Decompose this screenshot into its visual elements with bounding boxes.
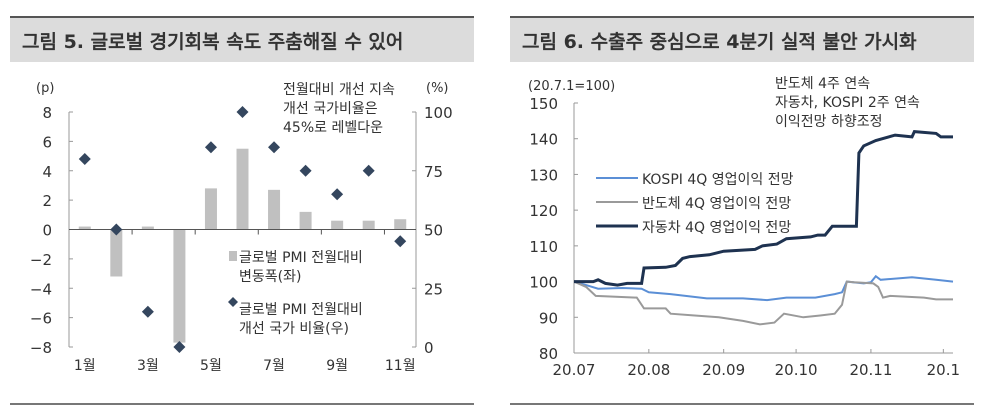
- pmi-change-bar: [268, 189, 281, 230]
- pmi-change-bar: [78, 226, 91, 230]
- pmi-change-bar: [236, 148, 249, 230]
- improving-ratio-marker: [204, 141, 217, 154]
- legend-label: 글로벌 PMI 전월대비: [239, 302, 363, 318]
- legend-bar-swatch: [229, 251, 237, 261]
- left-axis-unit: (p): [36, 81, 54, 96]
- improving-ratio-marker: [110, 223, 123, 236]
- figure-6-bottom-rule: [510, 403, 974, 405]
- left-tick-label: 2: [42, 192, 52, 210]
- figure-5-bottom-rule: [10, 403, 474, 405]
- legend-diamond-swatch: [228, 297, 238, 307]
- improving-ratio-marker: [299, 164, 312, 177]
- left-tick-label: 0: [42, 222, 52, 240]
- x-tick-label: 5월: [200, 358, 222, 374]
- pmi-change-bar: [110, 229, 123, 277]
- figure-6-title-bar: 그림 6. 수출주 중심으로 4분기 실적 불안 가시화: [510, 16, 974, 62]
- annotation-line: 전월대비 개선 지속: [283, 82, 395, 98]
- x-tick-label: 20.09: [702, 361, 745, 379]
- right-tick-label: 75: [424, 163, 443, 181]
- series-line-semiconductor: [573, 280, 953, 326]
- y-tick-label: 150: [529, 95, 558, 113]
- x-tick-label: 1월: [74, 358, 96, 374]
- legend-label: 변동폭(좌): [239, 269, 301, 285]
- pmi-change-bar: [204, 188, 217, 230]
- left-tick-label: −6: [30, 310, 52, 328]
- improving-ratio-marker: [331, 188, 344, 201]
- left-tick-label: −4: [30, 280, 52, 298]
- left-tick-label: −2: [30, 251, 52, 269]
- annotation-line: 개선 국가비율은: [283, 101, 378, 117]
- annotation-line: 반도체 4주 연속: [775, 76, 870, 92]
- figure-6-title: 그림 6. 수출주 중심으로 4분기 실적 불안 가시화: [522, 31, 917, 53]
- improving-ratio-marker: [236, 106, 249, 118]
- pmi-change-bar: [362, 220, 375, 230]
- y-axis-unit: (20.7.1=100): [528, 79, 615, 94]
- x-tick-label: 20.07: [553, 361, 596, 379]
- series-line-kospi: [573, 274, 954, 302]
- y-tick-label: 130: [529, 166, 558, 184]
- x-tick-label: 20.1: [927, 361, 960, 379]
- improving-ratio-marker: [141, 305, 154, 318]
- left-tick-label: 6: [42, 133, 52, 151]
- improving-ratio-marker: [394, 235, 407, 248]
- figure-5-title: 그림 5. 글로벌 경기회복 속도 주춤해질 수 있어: [22, 31, 404, 53]
- pmi-change-bar: [331, 220, 344, 230]
- annotation-line: 이익전망 하향조정: [775, 114, 883, 130]
- left-tick-label: −8: [30, 339, 52, 357]
- pmi-change-bar: [173, 229, 186, 343]
- annotation-line: 자동차, KOSPI 2주 연속: [775, 95, 920, 111]
- y-tick-label: 110: [529, 238, 558, 256]
- improving-ratio-marker: [268, 141, 281, 154]
- right-axis-unit: (%): [426, 81, 449, 96]
- pmi-change-bar: [299, 211, 312, 230]
- left-tick-label: 8: [42, 104, 52, 122]
- figure-5-panel: 그림 5. 글로벌 경기회복 속도 주춤해질 수 있어 8 6 4 2 0 −2 −4 −6 −…: [0, 0, 490, 410]
- figure-5-title-bar: 그림 5. 글로벌 경기회복 속도 주춤해질 수 있어: [10, 16, 474, 62]
- legend-label: KOSPI 4Q 영업이익 전망: [642, 172, 794, 188]
- y-tick-label: 90: [539, 309, 558, 327]
- x-tick-label: 9월: [326, 358, 348, 374]
- left-tick-label: 4: [42, 163, 52, 181]
- improving-ratio-marker: [362, 164, 375, 177]
- pmi-change-bar: [141, 226, 154, 230]
- x-tick-label: 11월: [385, 358, 416, 374]
- right-tick-label: 0: [424, 339, 434, 357]
- figure-6-panel: 그림 6. 수출주 중심으로 4분기 실적 불안 가시화 150 140 130 12…: [510, 0, 1000, 410]
- improving-ratio-marker: [173, 341, 186, 353]
- x-tick-label: 20.11: [849, 361, 892, 379]
- right-tick-label: 25: [424, 280, 443, 298]
- x-tick-label: 20.08: [627, 361, 670, 379]
- y-tick-label: 140: [529, 131, 558, 149]
- y-tick-label: 100: [529, 274, 558, 292]
- series-line-auto: [574, 130, 953, 287]
- pmi-change-bar: [394, 219, 407, 230]
- legend-label: 반도체 4Q 영업이익 전망: [642, 196, 791, 212]
- right-tick-label: 100: [424, 104, 453, 122]
- improving-ratio-marker: [78, 153, 91, 165]
- y-tick-label: 80: [539, 345, 558, 363]
- annotation-line: 45%로 레벨다운: [283, 120, 383, 136]
- x-tick-label: 3월: [137, 358, 159, 374]
- legend-label: 자동차 4Q 영업이익 전망: [642, 220, 791, 236]
- x-tick-label: 20.10: [775, 361, 818, 379]
- x-tick-label: 7월: [263, 358, 285, 374]
- y-tick-label: 120: [529, 202, 558, 220]
- legend-label: 글로벌 PMI 전월대비: [239, 250, 363, 266]
- legend-label: 개선 국가 비율(우): [239, 321, 349, 337]
- figure-5-chart: 8 6 4 2 0 −2 −4 −6 −8 100 75 50 25 0 (p) (%) 1월 3월 5월 7월 9월 1…: [30, 81, 453, 374]
- right-tick-label: 50: [424, 222, 443, 240]
